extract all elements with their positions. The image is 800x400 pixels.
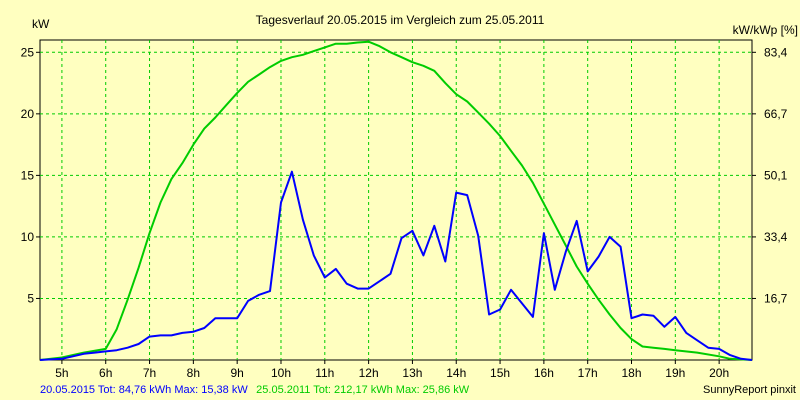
- y2-tick-label: 83,4: [764, 45, 788, 59]
- x-tick-label: 19h: [665, 366, 685, 380]
- y2-tick-label: 33,4: [764, 230, 788, 244]
- x-axis: 5h 6h 7h 8h 9h 10h 11h 12h 13h 14h 15h 16h 17h 18h 19h…: [55, 360, 729, 380]
- chart-title: Tagesverlauf 20.05.2015 im Vergleich zum…: [256, 13, 545, 27]
- y2-tick-label: 66,7: [764, 107, 788, 121]
- y-axis-right: 16,7 33,4 50,1 66,7 83,4: [752, 45, 788, 305]
- x-tick-label: 18h: [621, 366, 641, 380]
- x-tick-label: 7h: [143, 366, 156, 380]
- x-tick-label: 20h: [709, 366, 729, 380]
- legend-series-2011: 25.05.2011 Tot: 212,17 kWh Max: 25,86 kW: [256, 384, 470, 396]
- y-tick-label: 20: [21, 107, 35, 121]
- footer-legend: 20.05.2015 Tot: 84,76 kWh Max: 15,38 kW …: [40, 380, 470, 397]
- y-tick-label: 5: [27, 291, 34, 305]
- x-tick-label: 6h: [99, 366, 112, 380]
- x-tick-label: 11h: [315, 366, 334, 380]
- y-axis-label: kW: [32, 17, 50, 31]
- y-tick-label: 15: [21, 168, 35, 182]
- x-tick-label: 5h: [55, 366, 68, 380]
- series-layer: [39, 40, 753, 361]
- x-tick-label: 15h: [490, 366, 510, 380]
- y2-axis-label: kW/kWp [%]: [733, 23, 798, 37]
- x-tick-label: 13h: [402, 366, 422, 380]
- series-line-2011: [39, 40, 753, 361]
- y2-tick-label: 16,7: [764, 291, 788, 305]
- x-tick-label: 16h: [534, 366, 554, 380]
- grid-lines: [40, 40, 752, 360]
- x-tick-label: 12h: [359, 366, 379, 380]
- y2-tick-label: 50,1: [764, 168, 788, 182]
- y-tick-label: 25: [21, 45, 35, 59]
- series-line-2015: [39, 170, 753, 361]
- x-tick-label: 10h: [271, 366, 291, 380]
- x-tick-label: 9h: [230, 366, 243, 380]
- x-tick-label: 17h: [578, 366, 598, 380]
- footer-credit: SunnyReport pinxit: [703, 384, 796, 396]
- x-tick-label: 8h: [187, 366, 200, 380]
- plot-area: [39, 39, 753, 361]
- legend-series-2015: 20.05.2015 Tot: 84,76 kWh Max: 15,38 kW: [40, 384, 248, 396]
- x-tick-label: 14h: [446, 366, 466, 380]
- y-tick-label: 10: [21, 230, 35, 244]
- y-axis-left: 5 10 15 20 25: [21, 45, 40, 305]
